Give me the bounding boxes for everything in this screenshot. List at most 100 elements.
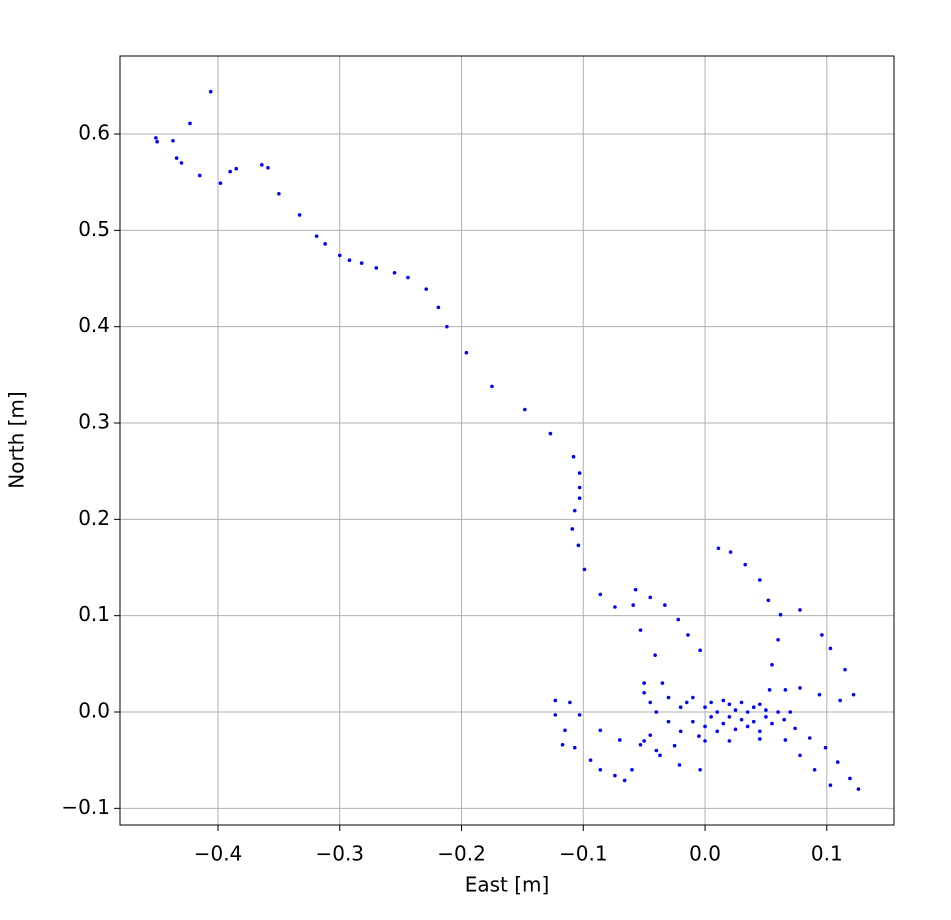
point [218, 181, 223, 185]
point [490, 384, 494, 389]
point [820, 633, 824, 637]
point [672, 743, 677, 748]
point [817, 692, 822, 697]
point [764, 708, 768, 712]
point [260, 163, 264, 167]
point [406, 275, 410, 280]
point [631, 603, 635, 607]
plot-area [120, 56, 894, 825]
point [654, 748, 659, 753]
point [277, 191, 281, 196]
y-tick-label: 0.3 [78, 410, 110, 434]
point [676, 617, 681, 622]
x-tick-label: 0.0 [689, 842, 721, 866]
point [464, 350, 469, 355]
point [188, 121, 192, 126]
point [715, 710, 720, 714]
point [703, 705, 707, 709]
point [347, 258, 352, 263]
point [798, 753, 802, 758]
point [638, 628, 643, 632]
point [733, 727, 738, 732]
point [758, 702, 762, 707]
point [828, 783, 833, 788]
point [721, 698, 726, 703]
point [563, 728, 567, 733]
point [666, 695, 671, 700]
point [835, 760, 840, 764]
point [684, 700, 689, 705]
point [648, 733, 653, 737]
point [359, 261, 364, 265]
point [678, 729, 683, 734]
point [297, 213, 302, 217]
point [745, 724, 750, 729]
point [314, 234, 319, 238]
point [374, 266, 379, 270]
point [654, 710, 659, 714]
point [851, 692, 856, 697]
point [686, 633, 690, 637]
point [856, 787, 861, 791]
x-tick-label: −0.2 [437, 842, 486, 866]
point [663, 603, 667, 607]
point [154, 136, 158, 140]
point [392, 270, 397, 275]
point [642, 739, 646, 743]
point [582, 567, 587, 572]
point [783, 738, 788, 742]
point [622, 778, 627, 783]
point [677, 763, 682, 767]
point [739, 717, 744, 722]
point [727, 702, 732, 707]
point [709, 700, 713, 705]
point [698, 648, 702, 653]
point [728, 550, 733, 554]
point [548, 431, 553, 436]
y-tick-label: 0.2 [78, 506, 110, 530]
point [798, 686, 802, 690]
x-axis-label: East [m] [465, 873, 550, 897]
point [658, 753, 662, 758]
point [572, 508, 577, 513]
point [743, 562, 748, 567]
point [630, 768, 634, 772]
point [653, 653, 657, 657]
point [697, 734, 701, 738]
point [577, 713, 582, 717]
point [660, 681, 665, 685]
point [758, 737, 762, 741]
point [823, 745, 828, 750]
point [571, 454, 576, 459]
point [807, 736, 812, 740]
point [648, 595, 653, 600]
point [598, 592, 603, 597]
point [793, 726, 797, 731]
point [716, 546, 721, 551]
point [758, 729, 762, 734]
point [766, 598, 771, 603]
point [758, 578, 762, 582]
point [208, 89, 213, 94]
point [648, 700, 653, 705]
point [703, 724, 707, 729]
point [751, 705, 756, 709]
point [228, 169, 232, 174]
y-axis-label: North [m] [5, 391, 29, 488]
point [553, 698, 558, 703]
point [618, 738, 622, 742]
point [179, 161, 184, 165]
point [745, 710, 750, 714]
point [642, 681, 646, 685]
point [155, 139, 159, 144]
point [523, 407, 527, 412]
point [613, 605, 617, 609]
point [770, 663, 774, 667]
point [613, 773, 617, 778]
y-tick-label: 0.5 [78, 217, 110, 241]
point [337, 253, 342, 258]
plot-frame [119, 55, 895, 826]
point [588, 758, 593, 762]
point [598, 768, 603, 772]
